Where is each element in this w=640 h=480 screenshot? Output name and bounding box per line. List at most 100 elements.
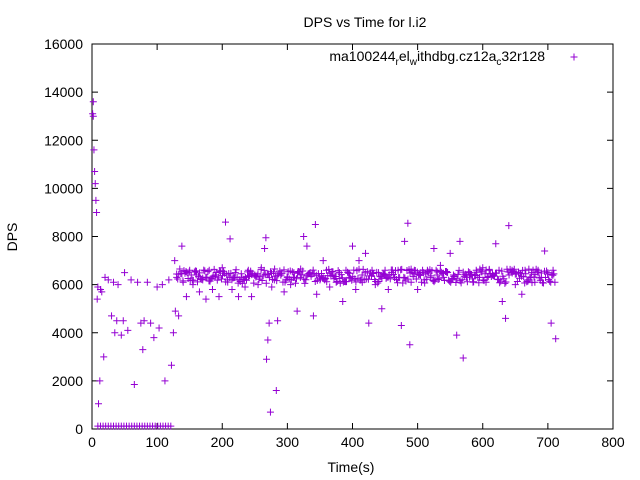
data-point <box>231 269 239 277</box>
data-point <box>541 247 549 255</box>
data-point <box>401 237 409 245</box>
data-point <box>111 329 119 337</box>
data-point <box>394 266 402 274</box>
data-point <box>270 268 278 276</box>
data-point <box>511 281 519 289</box>
data-point <box>501 279 509 287</box>
data-point <box>90 146 98 154</box>
data-point <box>400 273 408 281</box>
data-point <box>108 312 116 320</box>
data-point <box>423 266 431 274</box>
data-point <box>140 317 148 325</box>
x-axis-label: Time(s) <box>328 459 375 475</box>
data-point <box>443 269 451 277</box>
data-point <box>95 400 103 408</box>
x-tick-label: 400 <box>341 434 365 450</box>
data-point <box>301 279 309 287</box>
data-point <box>150 334 158 342</box>
data-point <box>338 274 346 282</box>
data-point <box>173 273 181 281</box>
data-point <box>147 319 155 327</box>
data-point <box>175 312 183 320</box>
data-point <box>543 267 551 275</box>
data-point <box>537 273 545 281</box>
data-point <box>352 278 360 286</box>
data-point <box>432 266 440 274</box>
data-point <box>544 269 552 277</box>
data-point <box>130 380 138 388</box>
data-point <box>100 353 108 361</box>
data-point <box>417 269 425 277</box>
data-point <box>189 281 197 289</box>
data-point <box>263 355 271 363</box>
data-point <box>483 274 491 282</box>
data-point <box>454 270 462 278</box>
data-point <box>143 278 151 286</box>
data-point <box>412 275 420 283</box>
x-tick-label: 700 <box>536 434 560 450</box>
data-point <box>176 265 184 273</box>
chart-title: DPS vs Time for l.i2 <box>304 14 427 30</box>
data-point <box>453 331 461 339</box>
data-point <box>345 273 353 281</box>
data-point <box>218 264 226 272</box>
data-point <box>336 279 344 287</box>
data-point <box>261 245 269 253</box>
data-point <box>550 270 558 278</box>
data-point <box>446 249 454 257</box>
data-point <box>518 290 526 298</box>
data-point <box>404 275 412 283</box>
data-point <box>262 234 270 242</box>
legend-marker-symbol <box>570 53 578 61</box>
data-point <box>339 297 347 305</box>
data-point <box>248 293 256 301</box>
data-point <box>427 273 435 281</box>
data-point <box>303 242 311 250</box>
data-point <box>93 208 101 216</box>
data-point <box>421 279 429 287</box>
data-point <box>406 341 414 349</box>
data-point <box>222 218 230 226</box>
data-point <box>235 293 243 301</box>
data-point <box>384 285 392 293</box>
data-point <box>524 276 532 284</box>
x-tick-label: 300 <box>276 434 300 450</box>
legend-marker <box>570 53 578 61</box>
data-point <box>434 276 442 284</box>
data-point <box>265 319 273 327</box>
data-point <box>203 273 211 281</box>
data-point <box>508 266 516 274</box>
data-point <box>456 237 464 245</box>
data-points <box>89 98 560 430</box>
data-point <box>362 249 370 257</box>
data-point <box>515 269 523 277</box>
data-point <box>174 275 182 283</box>
data-point <box>459 354 467 362</box>
data-point <box>502 278 510 286</box>
data-point <box>433 271 441 279</box>
data-point <box>551 278 559 286</box>
data-point <box>522 270 530 278</box>
data-point <box>313 290 321 298</box>
data-point <box>254 281 262 289</box>
y-tick-label: 8000 <box>52 229 83 245</box>
data-point <box>525 265 533 273</box>
data-point <box>414 285 422 293</box>
data-point <box>167 361 175 369</box>
data-point <box>169 329 177 337</box>
y-tick-label: 4000 <box>52 325 83 341</box>
data-point <box>397 322 405 330</box>
data-point <box>292 275 300 283</box>
data-point <box>178 242 186 250</box>
data-point <box>179 278 187 286</box>
data-point <box>204 268 212 276</box>
data-point <box>349 242 356 250</box>
data-point <box>280 288 288 296</box>
data-point <box>404 219 412 227</box>
data-point <box>430 245 438 253</box>
x-tick-label: 0 <box>88 434 96 450</box>
data-point <box>309 312 317 320</box>
data-point <box>266 408 274 416</box>
data-point <box>258 277 266 285</box>
data-point <box>92 196 100 204</box>
